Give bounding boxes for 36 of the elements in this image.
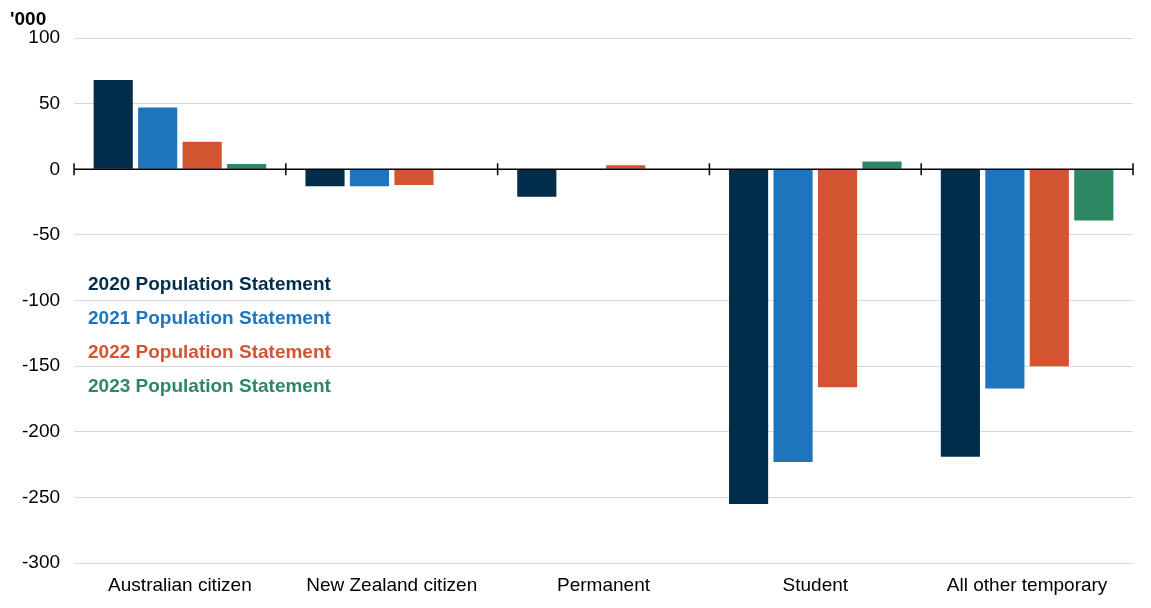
y-tick-label: 0 [49, 157, 61, 179]
bar [394, 169, 434, 186]
x-tick-label: Student [782, 573, 849, 595]
bar [227, 164, 267, 169]
bar [940, 169, 980, 457]
x-tick-label: New Zealand citizen [306, 573, 478, 595]
bar [305, 169, 345, 187]
text: 2022 Population Statement [88, 341, 332, 363]
text: 2023 Population Statement [88, 375, 332, 397]
bar [1074, 169, 1114, 221]
bar [985, 169, 1025, 389]
y-axis-title: '000 [10, 7, 47, 29]
bar [729, 169, 769, 505]
y-tick-label: -200 [22, 420, 61, 442]
bar [349, 169, 390, 187]
bar [606, 165, 646, 169]
y-tick-label: 100 [28, 26, 61, 48]
bar [182, 141, 222, 169]
y-tick-label: -300 [22, 551, 61, 573]
x-tick-label: All other temporary [946, 573, 1108, 595]
bar [138, 107, 178, 169]
bar [93, 80, 133, 169]
bar [517, 169, 557, 197]
x-tick-label: Permanent [557, 573, 651, 595]
y-tick-label: -100 [22, 288, 61, 310]
bar [817, 169, 858, 388]
y-tick-label: -50 [32, 223, 61, 245]
bar [862, 161, 902, 169]
bar [773, 169, 813, 463]
bar [1029, 169, 1069, 367]
y-tick-label: -150 [22, 354, 61, 376]
text: 2020 Population Statement [88, 273, 332, 295]
y-tick-label: -250 [22, 485, 61, 507]
x-tick-label: Australian citizen [108, 573, 252, 595]
text: 2021 Population Statement [88, 307, 332, 329]
y-tick-label: 50 [38, 91, 61, 113]
